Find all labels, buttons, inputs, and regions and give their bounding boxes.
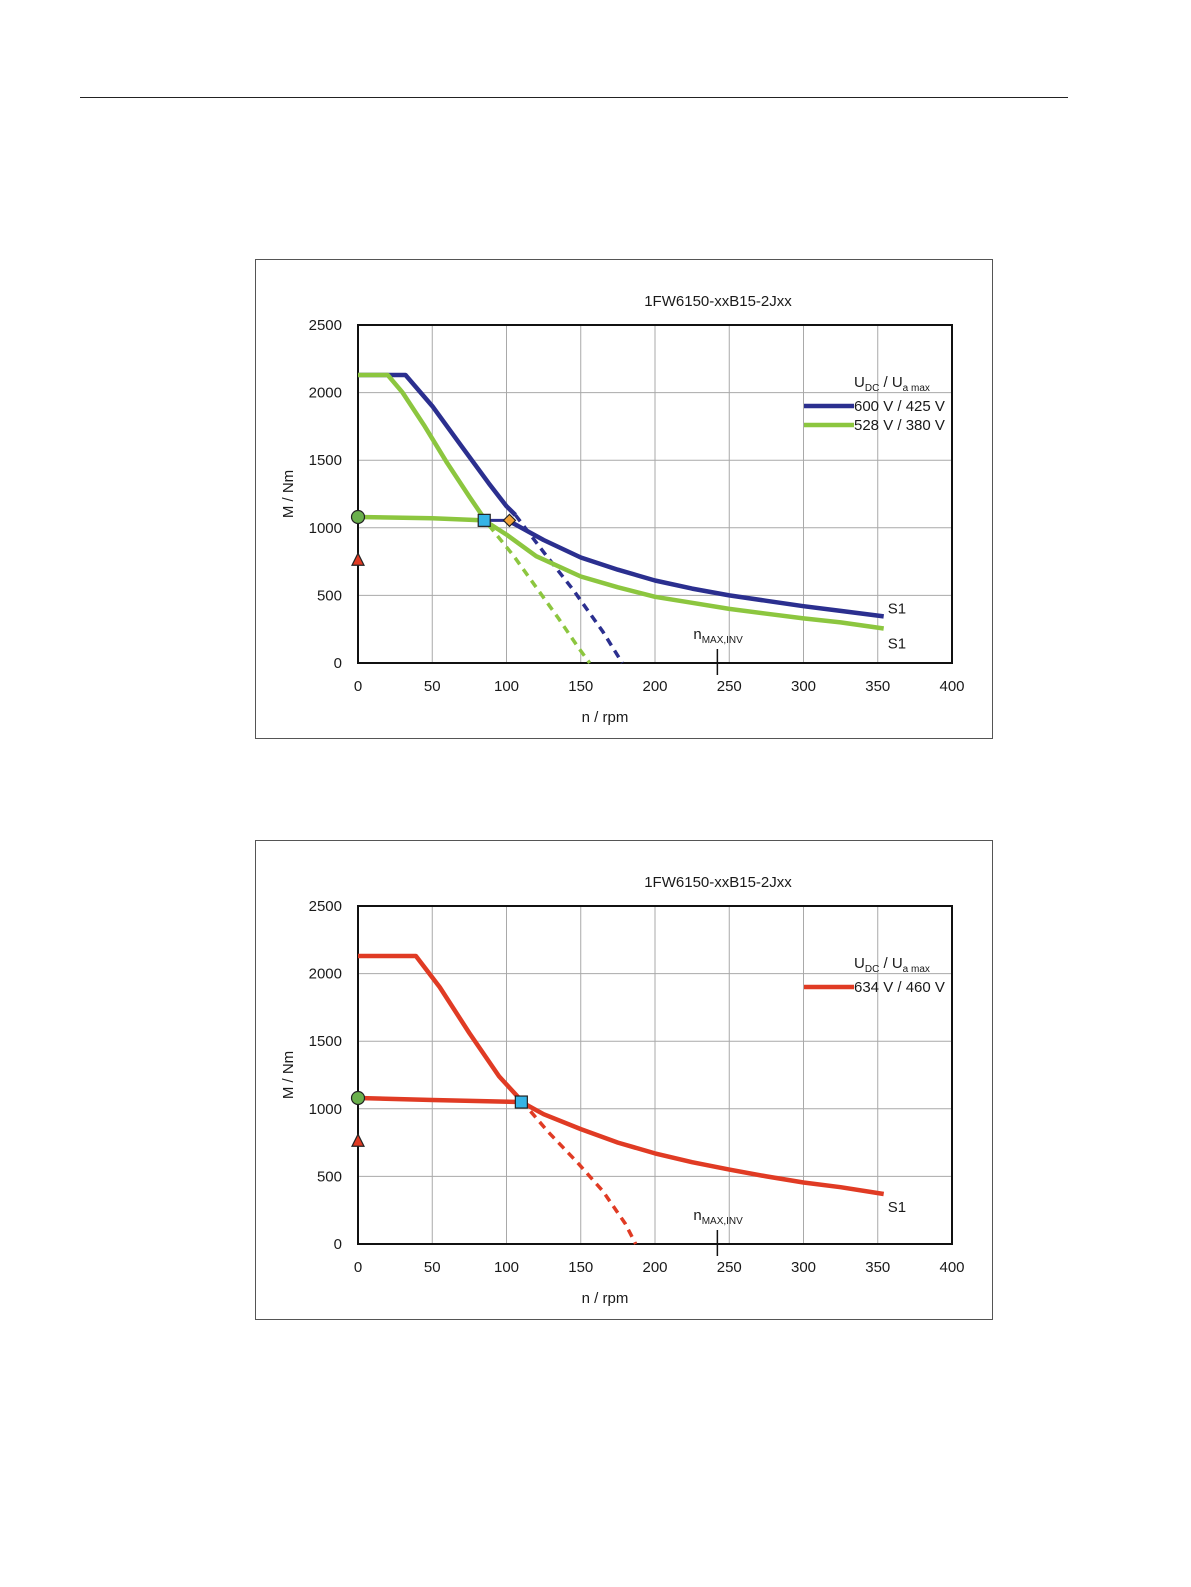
grid <box>358 906 952 1244</box>
legend-entry-label: 528 V / 380 V <box>854 417 945 434</box>
y-tick-label: 0 <box>334 655 342 672</box>
series-end-label: S1 <box>888 1199 906 1216</box>
x-tick-label: 300 <box>791 1259 816 1276</box>
x-tick-label: 350 <box>865 1259 890 1276</box>
legend-header: UDC / Ua max <box>854 374 930 394</box>
x-tick-label: 250 <box>717 678 742 695</box>
series-s1-line <box>357 1095 885 1197</box>
y-tick-label: 1000 <box>309 1101 342 1118</box>
y-tick-label: 2000 <box>309 966 342 983</box>
x-axis-label: n / rpm <box>582 709 629 726</box>
y-tick-label: 1000 <box>309 520 342 537</box>
x-tick-label: 0 <box>354 678 362 695</box>
y-tick-label: 1500 <box>309 1033 342 1050</box>
legend-header: UDC / Ua max <box>854 955 930 975</box>
series-mmax-dashed-line <box>520 1099 638 1245</box>
y-axis-label: M / Nm <box>280 1051 297 1099</box>
series-end-label: S1 <box>888 600 906 617</box>
marker-square <box>514 1095 528 1109</box>
legend: UDC / Ua max 600 V / 425 V 528 V / 380 V <box>804 374 945 434</box>
series-1 <box>358 372 884 664</box>
series-mmax-line <box>358 372 491 527</box>
chart-frame-1: 1FW6150-xxB15-2Jxx 0 50 100 150 200 250 300 350 4… <box>255 259 993 739</box>
chart-1-svg: 1FW6150-xxB15-2Jxx 0 50 100 150 200 250 300 350 4… <box>280 293 965 726</box>
chart-2-svg: 1FW6150-xxB15-2Jxx 0 50 100 150 200 250 300 350 4… <box>280 874 965 1307</box>
y-tick-label: 2500 <box>309 317 342 334</box>
y-tick-label: 1500 <box>309 452 342 469</box>
header-rule <box>80 97 1068 98</box>
x-tick-label: 150 <box>568 1259 593 1276</box>
legend: UDC / Ua max 634 V / 460 V <box>804 955 945 996</box>
marker-circle <box>350 1090 366 1106</box>
y-axis-label: M / Nm <box>280 470 297 518</box>
x-tick-label: 400 <box>939 1259 964 1276</box>
x-tick-label: 250 <box>717 1259 742 1276</box>
x-tick-label: 0 <box>354 1259 362 1276</box>
y-tick-label: 2500 <box>309 898 342 915</box>
x-tick-label: 300 <box>791 678 816 695</box>
legend-entry-label: 634 V / 460 V <box>854 979 945 996</box>
x-tick-label: 350 <box>865 678 890 695</box>
y-tick-label: 500 <box>317 1168 342 1185</box>
chart-frame-2: 1FW6150-xxB15-2Jxx 0 50 100 150 200 250 300 350 4… <box>255 840 993 1320</box>
marker-triangle <box>351 551 365 566</box>
series-end-label: S1 <box>888 636 906 653</box>
marker-square <box>477 513 491 527</box>
x-tick-label: 50 <box>424 1259 441 1276</box>
series-mmax-line <box>358 372 517 517</box>
x-axis-label: n / rpm <box>582 1290 629 1307</box>
marker-diamond <box>502 513 517 528</box>
series-mmax-dashed-line <box>514 513 624 664</box>
y-tick-label: 0 <box>334 1236 342 1253</box>
x-tick-label: 200 <box>642 678 667 695</box>
y-tick-label: 2000 <box>309 385 342 402</box>
series-s1-line <box>506 518 884 619</box>
series-1 <box>357 953 885 1245</box>
series-mmax-dashed-line <box>487 523 592 665</box>
marker-circle <box>350 509 366 525</box>
y-tick-label: 500 <box>317 587 342 604</box>
x-tick-label: 50 <box>424 678 441 695</box>
chart-title: 1FW6150-xxB15-2Jxx <box>644 293 792 310</box>
series-mmax-line <box>358 953 524 1103</box>
plot-area <box>357 905 953 1245</box>
marker-triangle <box>351 1132 365 1147</box>
x-tick-label: 150 <box>568 678 593 695</box>
grid <box>358 325 952 663</box>
x-tick-label: 400 <box>939 678 964 695</box>
n-max-inv-label: nMAX,INV <box>693 1207 743 1227</box>
series-2 <box>357 372 885 665</box>
x-tick-label: 100 <box>494 678 519 695</box>
x-tick-label: 200 <box>642 1259 667 1276</box>
plot-area <box>357 324 953 664</box>
n-max-inv-label: nMAX,INV <box>693 626 743 646</box>
chart-title: 1FW6150-xxB15-2Jxx <box>644 874 792 891</box>
legend-entry-label: 600 V / 425 V <box>854 398 945 415</box>
x-tick-label: 100 <box>494 1259 519 1276</box>
